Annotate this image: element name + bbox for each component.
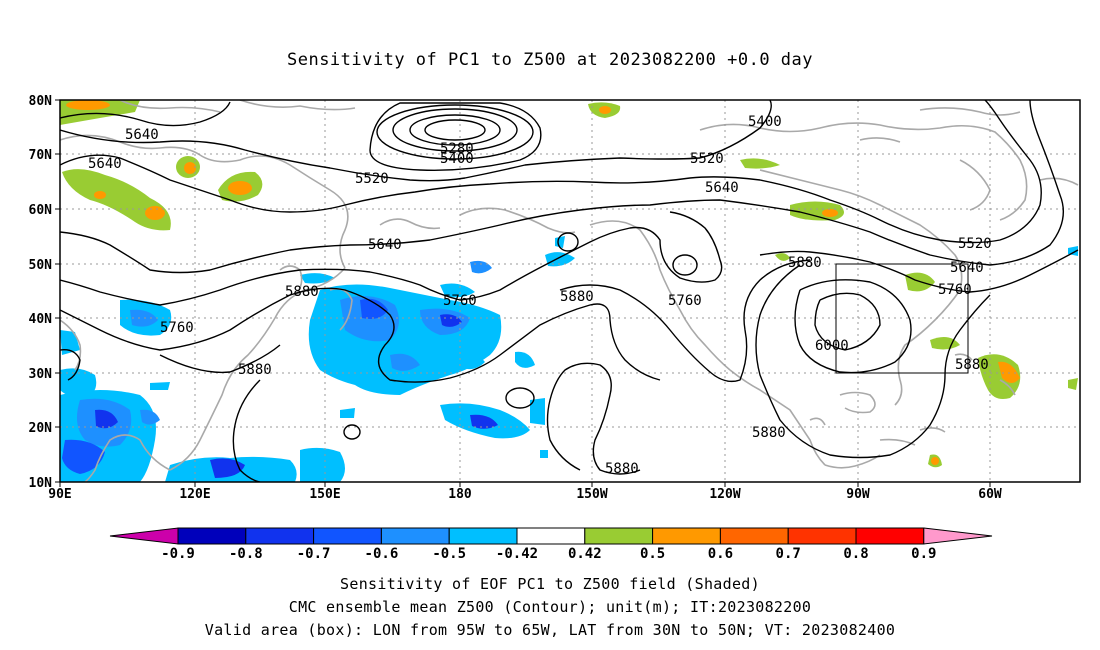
coastlines [60,100,1079,482]
lon-label: 180 [448,487,472,502]
contour-label: 5280 [440,141,474,157]
colorbar-segment [719,527,789,545]
lon-label: 150E [309,487,340,502]
colorbar-label: 0.8 [843,546,868,562]
lon-label: 90W [846,487,870,502]
lon-label: 120E [179,487,210,502]
lat-label: 40N [29,312,53,327]
longitude-labels: 90E 120E 150E 180 150W 120W 90W 60W [48,487,1002,502]
footer-line-2: CMC ensemble mean Z500 (Contour); unit(m… [288,598,812,616]
colorbar-label: -0.7 [297,546,331,562]
contour-label: 5640 [950,260,984,276]
contour-label: 5880 [238,362,272,378]
footer-line-1: Sensitivity of EOF PC1 to Z500 field (Sh… [340,575,760,593]
map-title: Sensitivity of PC1 to Z500 at 2023082200… [286,50,813,70]
contour-label: 5640 [368,237,402,253]
contour-label: 5640 [88,156,122,172]
contour-label: 5520 [355,171,389,187]
colorbar-segment [787,527,857,545]
valid-area-box [835,263,969,374]
contour-label: 5640 [705,180,739,196]
contour-label: 5880 [955,357,989,373]
colorbar-segment [177,527,247,545]
colorbar-segment [855,527,925,545]
contour-label: 5760 [668,293,702,309]
contour-label: 5520 [958,236,992,252]
colorbar-label: -0.9 [161,546,195,562]
lon-label: 150W [576,487,607,502]
lat-label: 60N [29,203,53,218]
contour-label: 5760 [443,293,477,309]
colorbar-label: -0.6 [365,546,399,562]
contour-label: 5520 [690,151,724,167]
colorbar-segment [245,527,315,545]
contour-label: 5880 [752,425,786,441]
lat-label: 30N [29,367,53,382]
colorbar-label: -0.5 [432,546,466,562]
colorbar-label: 0.6 [708,546,733,562]
colorbar-label: 0.42 [568,546,602,562]
colorbar-label: -0.42 [496,546,538,562]
contour-label: 5880 [605,461,639,477]
lon-label: 90E [48,487,71,502]
lat-label: 20N [29,421,53,436]
z500-contours [60,100,1079,482]
negative-patches [60,236,1078,482]
contour-label: 5760 [160,320,194,336]
plot-frame [59,99,1081,483]
colorbar-low-arrow [109,527,179,545]
colorbar-segment [516,527,586,545]
colorbar-label: 0.5 [640,546,665,562]
contour-labels: 5280 5400 5400 5520 5520 5520 5640 5640 … [88,114,992,477]
contour-label: 6000 [815,338,849,354]
contour-label: 5640 [125,127,159,143]
colorbar-segment [313,527,382,545]
colorbar: -0.9 -0.8 -0.7 -0.6 -0.5 -0.42 0.42 0.5 … [109,527,993,562]
lat-label: 50N [29,258,53,273]
contour-label: 5880 [285,284,319,300]
lat-label: 70N [29,148,53,163]
sensitivity-shading [60,100,1078,482]
lat-lon-grid [60,100,1080,482]
colorbar-high-arrow [923,527,993,545]
contour-label: 5880 [788,255,822,271]
lat-label: 80N [29,94,53,109]
contour-label: 5400 [748,114,782,130]
lat-label: 10N [29,476,53,491]
colorbar-label: 0.9 [911,546,936,562]
footer-line-3: Valid area (box): LON from 95W to 65W, L… [204,621,896,639]
lon-label: 60W [978,487,1002,502]
axis-ticks [55,99,991,487]
contour-label: 5880 [560,289,594,305]
colorbar-segment [448,527,518,545]
contour-label: 5400 [440,151,474,167]
colorbar-segment [652,527,721,545]
contour-label: 5760 [938,282,972,298]
latitude-labels: 80N 70N 60N 50N 40N 30N 20N 10N [29,94,53,491]
colorbar-segment [584,527,654,545]
colorbar-segment [380,527,450,545]
lon-label: 120W [709,487,740,502]
colorbar-label: 0.7 [776,546,801,562]
colorbar-label: -0.8 [229,546,263,562]
